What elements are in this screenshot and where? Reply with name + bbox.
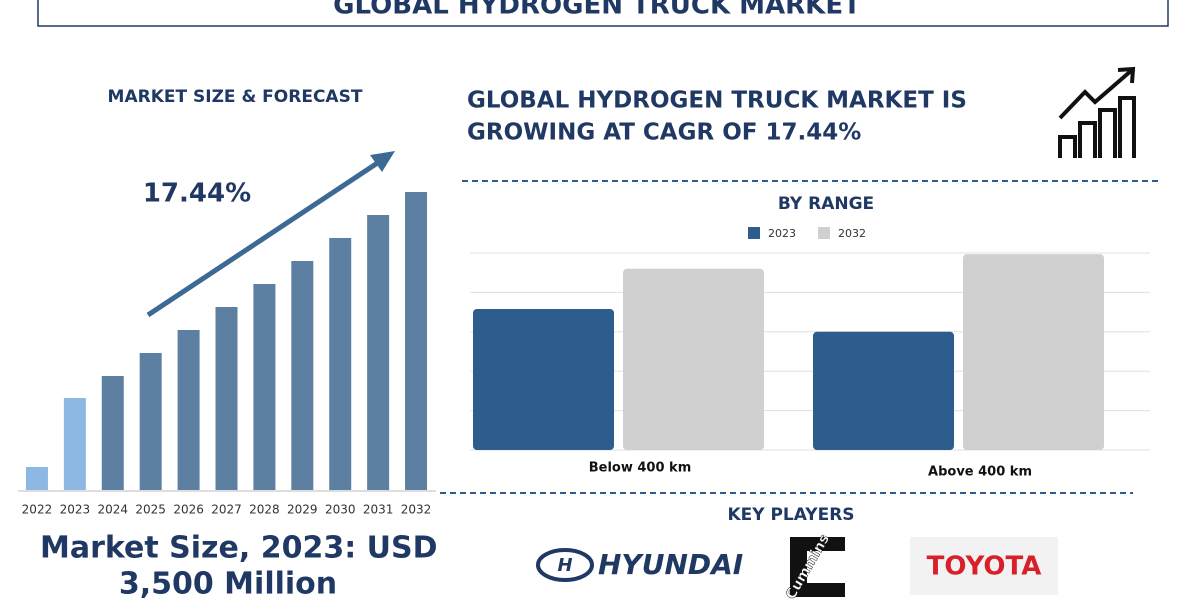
- bar: [215, 307, 238, 490]
- logo-emblem: [536, 548, 594, 582]
- bar: [63, 398, 86, 490]
- logo-emblem-letter: H: [557, 555, 572, 576]
- legend-label: 2032: [838, 227, 866, 240]
- x-tick-label: 2027: [211, 503, 242, 517]
- market-size: 3,500 Million: [119, 567, 337, 600]
- x-tick-label: 2025: [135, 503, 166, 517]
- logo-text: HYUNDAI: [598, 548, 743, 581]
- bar: [329, 238, 352, 490]
- market-size: Market Size, 2023: USD: [40, 531, 438, 566]
- logo-text: TOYOTA: [927, 552, 1042, 582]
- growth-arrow: [146, 157, 384, 318]
- x-tick-label: 2024: [97, 503, 128, 517]
- headline: GROWING AT CAGR OF 17.44%: [467, 120, 861, 146]
- hyundai-logo: H HYUNDAI: [536, 548, 743, 582]
- bar: [813, 331, 954, 450]
- bar: [291, 261, 314, 490]
- bar: [101, 376, 124, 490]
- bar: [253, 284, 276, 490]
- x-tick-label: 2028: [249, 503, 280, 517]
- headline: GLOBAL HYDROGEN TRUCK MARKET IS: [467, 88, 967, 114]
- x-tick-label: 2030: [325, 503, 356, 517]
- logo-shape: [790, 537, 845, 597]
- bar: [25, 467, 48, 490]
- cagr-annotation: 17.44%: [143, 179, 251, 209]
- x-tick-label: 2031: [363, 503, 394, 517]
- bar: [963, 254, 1104, 450]
- x-tick-label: Above 400 km: [928, 465, 1032, 480]
- x-tick-label: 2032: [401, 503, 432, 517]
- toyota-logo: TOYOTA: [910, 537, 1058, 595]
- bar: [405, 192, 428, 490]
- header-box: [37, 0, 1169, 27]
- logo-background: [910, 537, 1058, 595]
- chart-title: BY RANGE: [778, 194, 874, 214]
- bar: [139, 353, 162, 490]
- bar: [473, 308, 614, 450]
- x-tick-label: 2022: [22, 503, 53, 517]
- chart-title: MARKET SIZE & FORECAST: [108, 87, 363, 107]
- legend-label: 2023: [768, 227, 796, 240]
- cummins-logo: Cummins: [783, 531, 845, 600]
- x-tick-label: Below 400 km: [589, 461, 692, 476]
- header-title: GLOBAL HYDROGEN TRUCK MARKET: [333, 0, 861, 21]
- arrow-head: [370, 151, 395, 172]
- x-tick-label: 2023: [60, 503, 91, 517]
- bar: [623, 268, 764, 450]
- bar: [177, 330, 200, 490]
- growth-icon: [1058, 66, 1136, 158]
- x-tick-label: 2029: [287, 503, 318, 517]
- key-players-title: KEY PLAYERS: [727, 505, 854, 525]
- legend-swatch: [818, 227, 830, 239]
- legend-swatch: [748, 227, 760, 239]
- bar: [367, 215, 390, 490]
- x-tick-label: 2026: [173, 503, 204, 517]
